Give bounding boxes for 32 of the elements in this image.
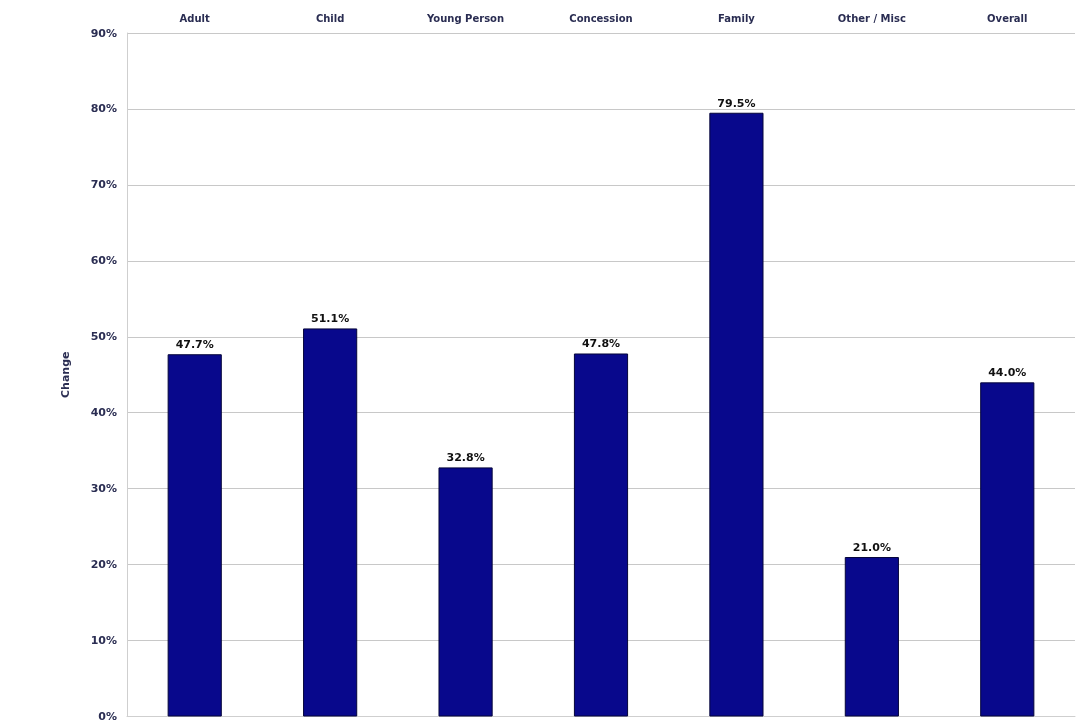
bar — [303, 328, 358, 717]
bar — [167, 354, 222, 717]
data-label: 32.8% — [446, 451, 485, 465]
x-tick-label: Family — [718, 12, 756, 24]
y-tick-label: 90% — [90, 26, 117, 40]
y-tick-label: 80% — [90, 102, 117, 116]
y-tick-label: 50% — [90, 330, 117, 344]
y-tick-label: 30% — [90, 482, 117, 496]
bar — [844, 557, 899, 717]
y-tick-label: 10% — [90, 634, 117, 648]
bar — [709, 112, 764, 717]
bar — [980, 382, 1035, 717]
data-label: 47.8% — [581, 337, 621, 351]
bar — [573, 353, 629, 717]
data-label: 51.1% — [311, 312, 350, 326]
data-label: 21.0% — [852, 541, 891, 555]
x-tick-label: Adult — [179, 12, 211, 24]
data-label: 79.5% — [717, 96, 756, 110]
y-tick-label: 70% — [90, 178, 117, 192]
bar — [438, 467, 493, 717]
data-label: 44.0% — [988, 366, 1027, 380]
y-tick-label: 0% — [98, 710, 117, 722]
y-tick-label: 60% — [90, 254, 117, 268]
x-tick-label: Child — [315, 12, 345, 24]
y-axis-title: Change — [59, 351, 72, 398]
x-tick-label: Concession — [569, 12, 633, 24]
data-label: 47.7% — [175, 338, 214, 352]
y-tick-label: 40% — [90, 406, 117, 420]
x-tick-label: Other / Misc — [837, 12, 906, 24]
x-tick-label: Young Person — [426, 12, 505, 24]
x-tick-label: Overall — [987, 12, 1028, 24]
y-tick-label: 20% — [90, 558, 117, 572]
